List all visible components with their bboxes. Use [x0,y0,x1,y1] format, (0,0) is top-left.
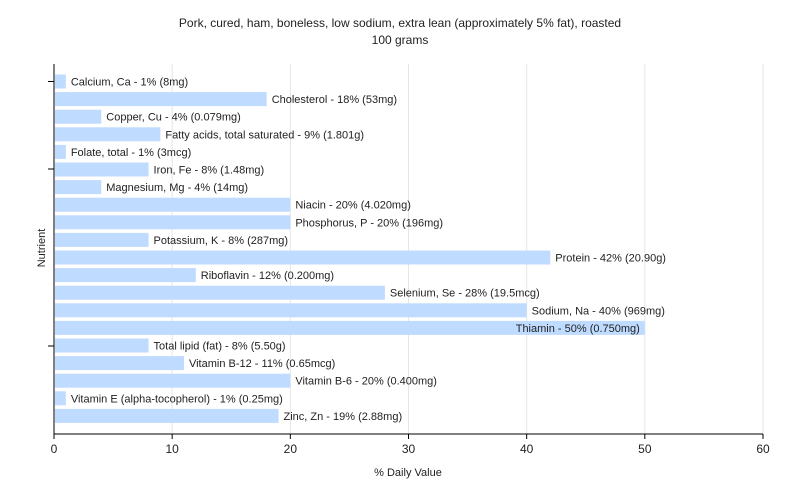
y-axis-title: Nutrient [36,229,48,268]
bar [55,180,102,195]
bar-label: Fatty acids, total saturated - 9% (1.801… [165,129,364,141]
bar-label: Protein - 42% (20.90g) [555,253,666,265]
bar [55,162,149,177]
bar [55,391,66,406]
bar [55,127,161,142]
bars [55,74,645,423]
x-tick-label: 20 [284,442,298,456]
bar [55,144,66,159]
x-tick-label: 0 [51,442,58,456]
grid-lines [171,64,764,434]
x-axis-title: % Daily Value [374,467,442,479]
bar [55,356,184,371]
bar [55,109,102,124]
bar [55,197,291,212]
bar-label: Cholesterol - 18% (53mg) [272,94,397,106]
x-tick-label: 30 [402,442,416,456]
chart-title: Pork, cured, ham, boneless, low sodium, … [179,16,621,30]
bar-label: Thiamin - 50% (0.750mg) [516,323,640,335]
bar-labels: Calcium, Ca - 1% (8mg) Cholesterol - 18% … [71,77,666,423]
bar-label: Copper, Cu - 4% (0.079mg) [106,112,241,124]
bar-label: Vitamin B-6 - 20% (0.400mg) [295,376,437,388]
bar-label: Riboflavin - 12% (0.200mg) [201,270,334,282]
bar [55,268,196,283]
bar [55,250,551,265]
bar-label: Total lipid (fat) - 8% (5.50g) [154,341,286,353]
bar-label: Folate, total - 1% (3mcg) [71,147,191,159]
bar-label: Phosphorus, P - 20% (196mg) [295,217,443,229]
bar-label: Iron, Fe - 8% (1.48mg) [154,165,265,177]
axes: 0 10 20 30 40 50 60 [48,64,770,456]
bar-label: Sodium, Na - 40% (969mg) [532,305,665,317]
bar [55,215,291,230]
x-tick-label: 10 [165,442,179,456]
x-tick-label: 50 [638,442,652,456]
bar [55,74,66,89]
x-tick-label: 40 [520,442,534,456]
bar [55,408,279,423]
bar-label: Magnesium, Mg - 4% (14mg) [106,182,248,194]
bar-label: Calcium, Ca - 1% (8mg) [71,77,188,89]
chart-subtitle: 100 grams [372,33,429,47]
bar [55,320,645,335]
bar-label: Niacin - 20% (4.020mg) [295,200,411,212]
bar [55,285,385,300]
x-tick-label: 60 [756,442,770,456]
bar-label: Potassium, K - 8% (287mg) [154,235,288,247]
bar [55,338,149,353]
bar [55,303,527,318]
bar-label: Zinc, Zn - 19% (2.88mg) [284,411,403,423]
bar [55,92,267,107]
bar [55,373,291,388]
bar-label: Vitamin E (alpha-tocopherol) - 1% (0.25m… [71,393,283,405]
bar [55,232,149,247]
bar-label: Selenium, Se - 28% (19.5mcg) [390,288,540,300]
bar-label: Vitamin B-12 - 11% (0.65mcg) [189,358,335,370]
